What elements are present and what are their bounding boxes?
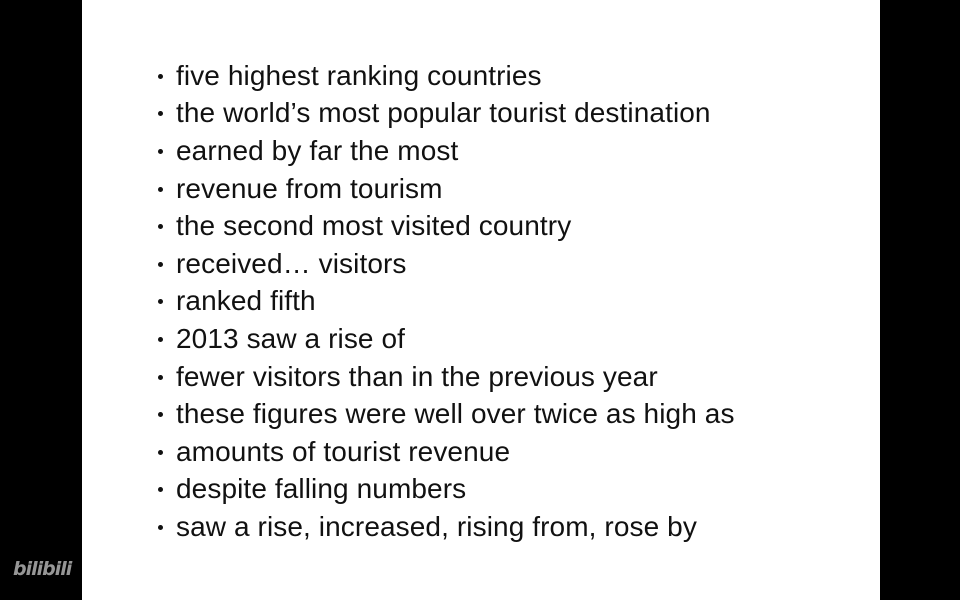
bullet-item: earned by far the most [158,132,735,170]
bullet-item: the world’s most popular tourist destina… [158,95,735,133]
bullet-item: despite falling numbers [158,471,735,509]
bullet-item: 2013 saw a rise of [158,320,735,358]
bullet-item: received… visitors [158,245,735,283]
bullet-item: ranked fifth [158,283,735,321]
bullet-icon [158,224,163,230]
bullet-text: despite falling numbers [176,473,467,505]
bullet-text: amounts of tourist revenue [176,435,511,467]
bullet-icon [158,111,163,117]
bullet-icon [158,524,163,530]
bullet-text: 2013 saw a rise of [176,322,406,354]
bullet-item: amounts of tourist revenue [158,433,735,471]
bullet-list: five highest ranking countries the world… [158,57,735,546]
bullet-text: received… visitors [176,247,407,279]
bullet-icon [158,449,163,455]
bullet-icon [158,186,163,192]
bullet-icon [158,148,163,154]
bullet-item: fewer visitors than in the previous year [158,358,735,396]
bullet-text: the world’s most popular tourist destina… [176,97,711,129]
bullet-item: saw a rise, increased, rising from, rose… [158,508,735,546]
bullet-item: five highest ranking countries [158,57,735,95]
bullet-icon [158,73,163,79]
bullet-icon [158,487,163,493]
bullet-icon [158,336,163,342]
bullet-icon [158,261,163,267]
bullet-text: ranked fifth [176,285,316,317]
bullet-item: the second most visited country [158,207,735,245]
bullet-text: earned by far the most [176,134,459,166]
slide: five highest ranking countries the world… [82,0,880,600]
bullet-text: the second most visited country [176,210,572,242]
bullet-text: five highest ranking countries [176,59,542,91]
bullet-text: these figures were well over twice as hi… [176,398,735,430]
bullet-text: saw a rise, increased, rising from, rose… [176,510,697,542]
bullet-item: these figures were well over twice as hi… [158,395,735,433]
bullet-icon [158,412,163,418]
bullet-text: fewer visitors than in the previous year [176,360,658,392]
bullet-item: revenue from tourism [158,170,735,208]
bullet-text: revenue from tourism [176,172,443,204]
bilibili-watermark: bilibili [13,558,72,580]
bullet-icon [158,299,163,305]
bullet-icon [158,374,163,380]
